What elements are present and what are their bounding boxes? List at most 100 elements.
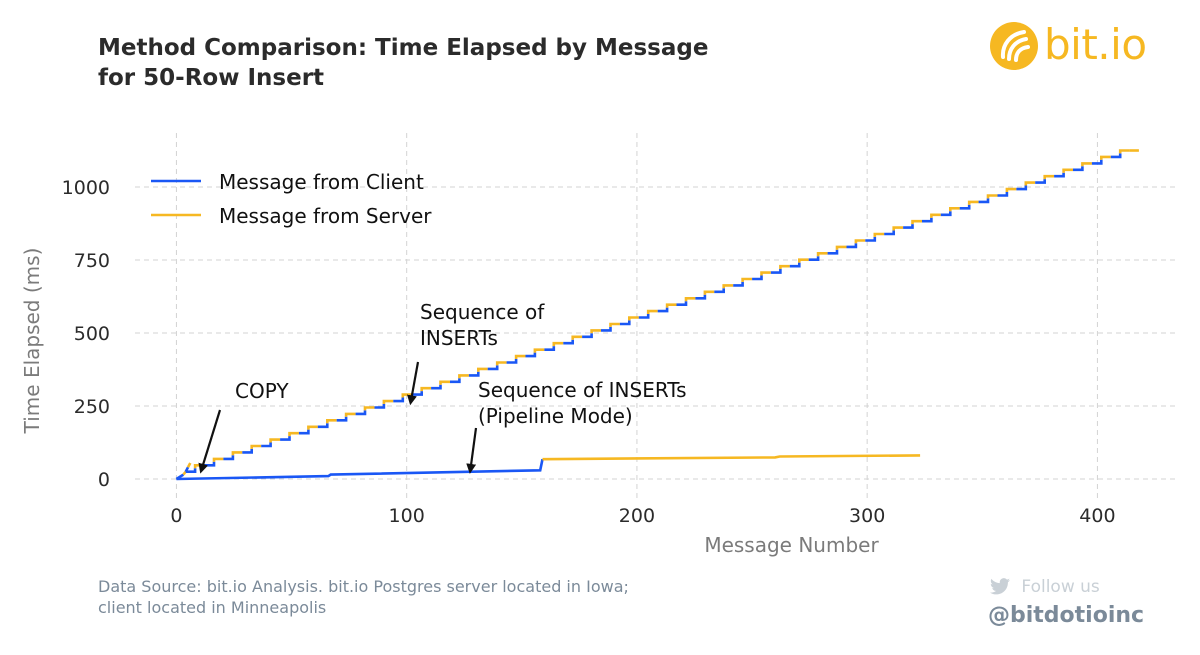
series-line-client — [336, 416, 348, 422]
annotation-label: INSERTs — [420, 326, 498, 350]
legend: Message from Client Message from Server — [151, 170, 432, 228]
annotation-label: (Pipeline Mode) — [478, 404, 633, 428]
follow-us-label: Follow us — [1021, 577, 1100, 597]
series-line-server — [779, 264, 790, 269]
series-line-server — [476, 367, 488, 372]
series-line-server — [741, 277, 753, 282]
series-line-server — [590, 329, 601, 334]
series-line-client — [204, 461, 216, 467]
series-line-client — [525, 352, 537, 358]
series-line-client — [846, 243, 858, 249]
series-line-server — [1005, 187, 1017, 192]
series-line-server — [609, 322, 620, 327]
series-line-server — [703, 290, 715, 295]
series-line-server — [930, 213, 941, 218]
series-line-client — [922, 217, 933, 223]
series-line-client — [903, 224, 914, 229]
y-tick-label: 500 — [74, 323, 110, 345]
series-line-server — [307, 425, 318, 430]
series-line-client — [506, 359, 518, 364]
series-line-client — [280, 436, 291, 441]
series-line-server — [250, 444, 262, 449]
annotation-label: COPY — [235, 379, 289, 403]
series-line-client — [544, 346, 556, 352]
series-line-client — [1054, 172, 1065, 178]
y-tick-label: 750 — [74, 250, 110, 272]
series-line-client — [770, 269, 782, 274]
series-line-server — [344, 412, 356, 417]
series-line-server — [212, 457, 224, 462]
series-line-server — [552, 341, 564, 347]
series-line-client — [752, 275, 763, 281]
series-line-server — [325, 418, 337, 424]
series-line-client — [582, 333, 593, 339]
series-line-server — [182, 470, 187, 476]
series-line-client — [176, 458, 544, 481]
series-line-client — [865, 236, 877, 242]
series-line-server — [1118, 149, 1130, 154]
series-line-client — [450, 378, 461, 384]
series-line-server — [1024, 181, 1036, 186]
legend-entry: Message from Client — [219, 170, 424, 194]
data-source-note: Data Source: bit.io Analysis. bit.io Pos… — [98, 576, 798, 618]
series-line-server — [797, 258, 809, 263]
series-line-client — [563, 339, 575, 345]
series-line-client — [431, 384, 442, 390]
series-line-client — [789, 262, 801, 268]
series-line-client — [1035, 179, 1046, 184]
series-line-server — [684, 296, 696, 302]
series-line-client — [733, 281, 744, 287]
series-line-client — [978, 198, 990, 204]
bitio-logo: bit.io — [986, 18, 1161, 74]
series-line-client — [940, 211, 952, 217]
annotation-arrow — [466, 427, 478, 474]
axes: 0 250 500 750 1000 0 100 200 300 400 Message Numbe… — [20, 177, 1116, 557]
series-line-client — [657, 307, 669, 313]
series-line-server — [948, 207, 960, 212]
series-line-client — [619, 320, 631, 326]
series-line-server — [873, 232, 885, 237]
x-tick-label: 400 — [1079, 505, 1115, 527]
series-line-server — [495, 361, 507, 366]
bitio-coin-icon — [990, 22, 1038, 70]
series-line-server — [288, 431, 299, 437]
series-line-client — [393, 397, 405, 403]
series-line-server — [439, 380, 450, 385]
series-line-client — [242, 448, 253, 454]
series-line-server — [665, 303, 677, 308]
social-handle[interactable]: @bitdotioinc — [988, 603, 1145, 628]
grid — [135, 133, 1178, 498]
source-line-1: Data Source: bit.io Analysis. bit.io Pos… — [98, 577, 629, 596]
series-line-server — [363, 406, 375, 411]
series-line-server — [458, 374, 469, 379]
series-line-client — [997, 192, 1009, 197]
series-line-server — [627, 316, 639, 321]
series-line-client — [827, 249, 839, 255]
series-line-client — [1073, 166, 1084, 172]
chart-title-line-1: Method Comparison: Time Elapsed by Messa… — [98, 35, 709, 61]
series-line-server — [420, 386, 432, 392]
series-line-server — [967, 200, 979, 205]
y-axis-label: Time Elapsed (ms) — [20, 248, 44, 435]
y-tick-label: 0 — [98, 469, 110, 491]
x-tick-label: 0 — [170, 505, 182, 527]
source-line-2: client located in Minneapolis — [98, 598, 327, 617]
series-line-client — [298, 429, 310, 435]
series-line-server — [1100, 155, 1111, 160]
series-layer — [175, 149, 1139, 481]
series-line-client — [601, 326, 612, 332]
series-line-server — [514, 354, 526, 359]
series-line-server — [892, 226, 904, 231]
chart-title-line-2: for 50-Row Insert — [98, 65, 325, 91]
follow-us[interactable]: Follow us — [990, 577, 1100, 597]
series-line-client — [1016, 185, 1028, 191]
series-line-client — [374, 403, 386, 409]
x-axis-label: Message Number — [704, 533, 879, 557]
series-line-client — [487, 365, 499, 371]
series-line-client — [317, 423, 329, 429]
series-line-client — [959, 204, 971, 210]
series-line-server — [760, 271, 771, 276]
series-line-client — [808, 256, 820, 262]
series-line-server — [986, 194, 998, 199]
